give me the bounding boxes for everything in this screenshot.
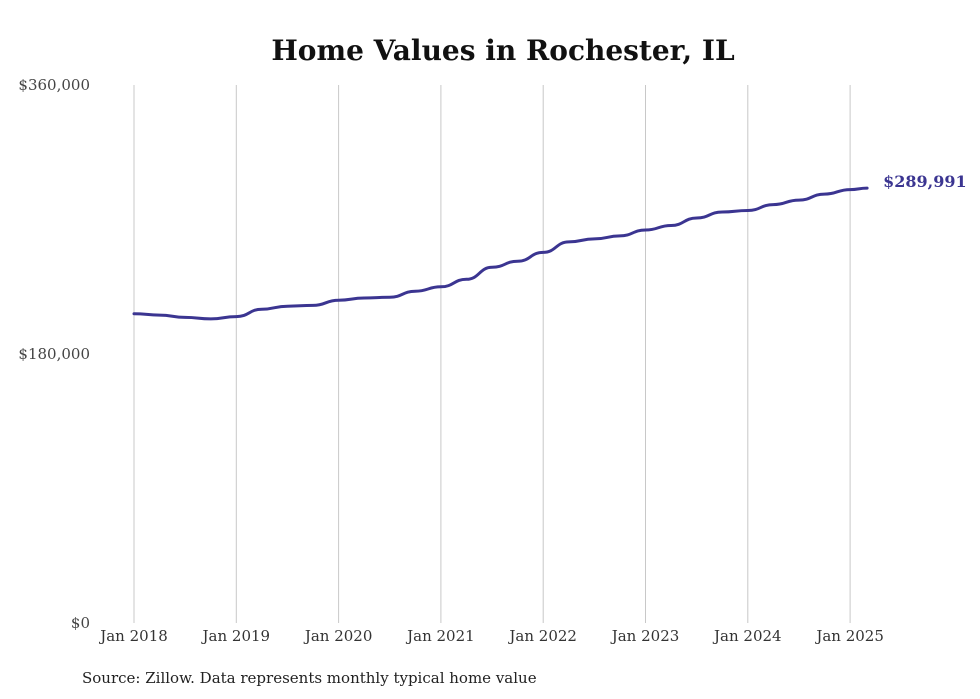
source-note: Source: Zillow. Data represents monthly … [82,669,537,687]
x-tick-label-5: Jan 2023 [610,627,680,645]
x-tick-label-1: Jan 2019 [201,627,271,645]
x-tick-label-3: Jan 2021 [405,627,475,645]
grid-lines [133,85,851,623]
x-tick-label-0: Jan 2018 [98,627,168,645]
y-tick-label-1: $180,000 [18,345,90,363]
y-axis-ticks: $0 $180,000 $360,000 [18,76,90,632]
y-tick-label-2: $360,000 [18,76,90,94]
x-axis-ticks: Jan 2018 Jan 2019 Jan 2020 Jan 2021 Jan 2022… [98,627,884,645]
x-tick-label-4: Jan 2022 [507,627,577,645]
y-tick-label-0: $0 [71,614,90,632]
chart-title: Home Values in Rochester, IL [271,34,735,67]
series-line-home-value [132,186,869,321]
x-tick-label-7: Jan 2025 [814,627,884,645]
x-tick-label-6: Jan 2024 [712,627,782,645]
end-value-label: $289,991 [883,172,967,191]
x-tick-label-2: Jan 2020 [303,627,373,645]
